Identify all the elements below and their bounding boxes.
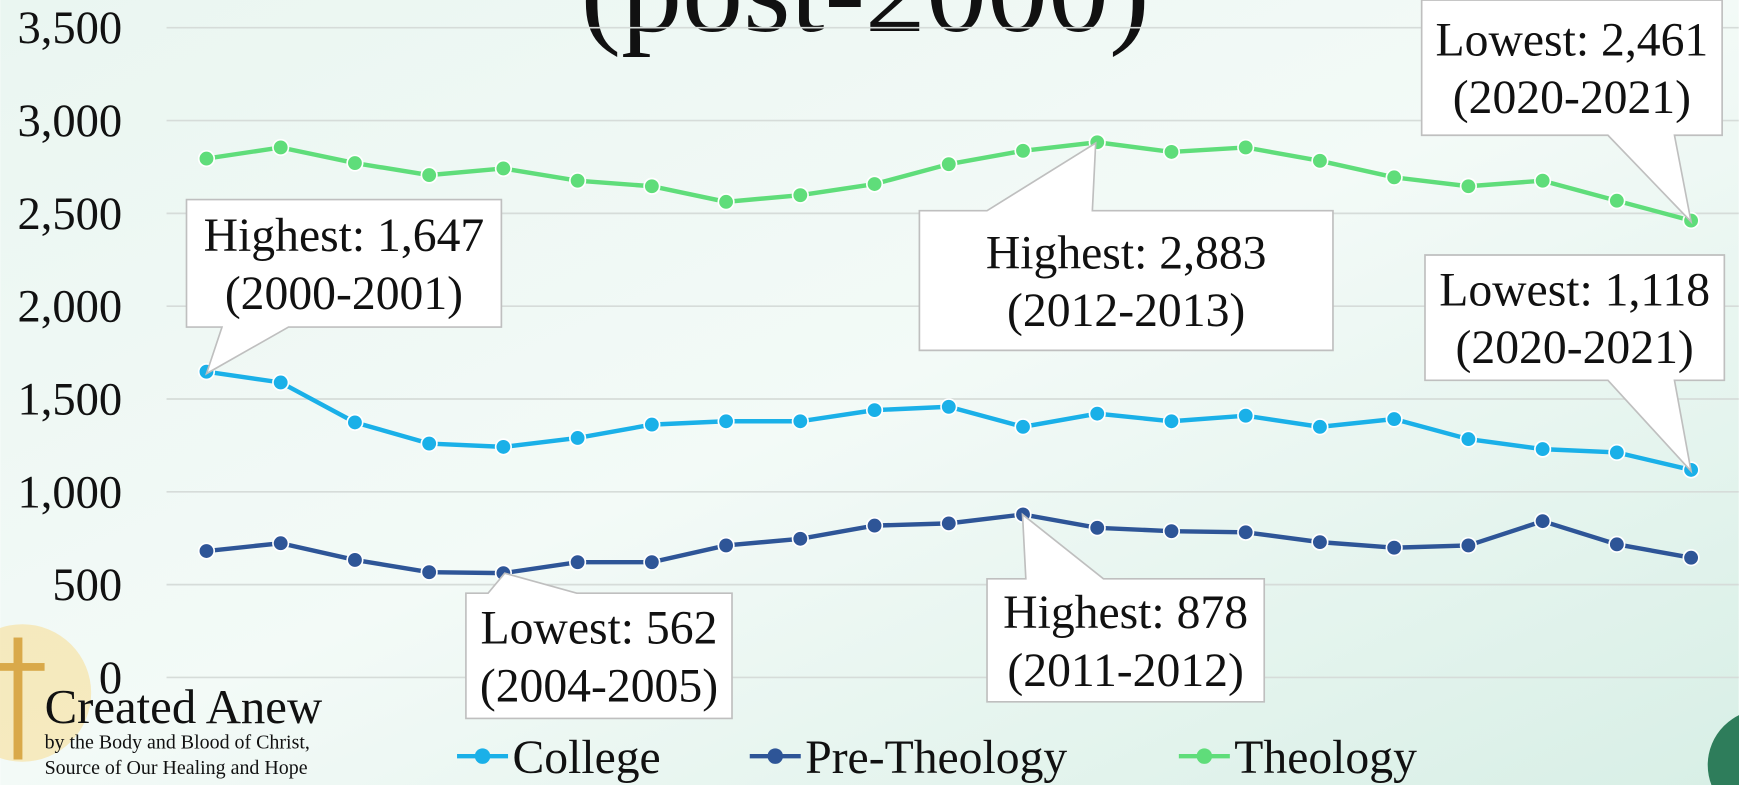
data-point (717, 536, 735, 555)
callout-text: Highest: 2,883 (986, 227, 1267, 279)
data-point (197, 150, 216, 168)
callout-box (918, 141, 1334, 352)
data-point (1385, 539, 1403, 557)
y-tick-label: 2,500 (17, 189, 122, 240)
data-point (1237, 407, 1255, 425)
callout-box (986, 512, 1266, 703)
data-point (1608, 443, 1626, 462)
data-point (346, 551, 364, 569)
legend-label: College (512, 732, 660, 784)
data-point (717, 412, 735, 430)
data-point (272, 534, 290, 552)
data-point (272, 138, 290, 157)
data-point (1014, 418, 1032, 436)
data-point (1311, 533, 1329, 551)
data-point (643, 416, 661, 434)
callout-text: (2012-2013) (1007, 285, 1245, 337)
data-point (791, 412, 809, 430)
data-point (1682, 549, 1700, 567)
logo-cross (0, 663, 45, 671)
data-point (569, 429, 587, 447)
data-point (420, 434, 438, 453)
data-point (940, 398, 958, 416)
legend-marker (1196, 748, 1213, 764)
data-point (1459, 430, 1477, 448)
callout-text: Highest: 878 (1003, 587, 1248, 639)
data-point (865, 517, 884, 535)
data-point (643, 553, 661, 571)
data-point (494, 438, 512, 456)
data-point (420, 563, 438, 581)
data-point (1534, 440, 1552, 458)
data-point (865, 401, 884, 419)
data-point (494, 159, 512, 178)
data-point (791, 530, 809, 548)
data-point (346, 413, 364, 431)
data-point (1534, 172, 1552, 190)
y-tick-label: 500 (52, 560, 122, 611)
data-point (1014, 142, 1032, 160)
data-point (643, 177, 661, 195)
callout-text: (2004-2005) (480, 660, 718, 712)
data-point (1237, 523, 1255, 541)
data-point (1385, 410, 1403, 428)
callout-text: Lowest: 1,118 (1439, 264, 1710, 316)
data-point (791, 186, 809, 204)
logo-tagline: Source of Our Healing and Hope (45, 757, 308, 779)
data-point (1088, 519, 1106, 537)
data-point (717, 193, 735, 211)
data-point (1088, 405, 1106, 423)
legend-marker (474, 748, 491, 764)
data-point (272, 373, 290, 392)
data-point (940, 155, 958, 173)
callout-box (1424, 254, 1726, 474)
data-point (569, 553, 587, 571)
data-point (1162, 412, 1181, 430)
callout-box (465, 572, 733, 720)
data-point (569, 172, 587, 190)
chart-title: (post-2000) (581, 0, 1150, 58)
data-point (1385, 168, 1403, 186)
data-point (420, 166, 438, 184)
y-tick-label: 1,000 (17, 467, 122, 518)
logo-tagline: by the Body and Blood of Christ, (45, 731, 310, 753)
corner-logo (1707, 715, 1739, 785)
callout-box (1420, 0, 1723, 225)
data-point (1534, 512, 1552, 530)
legend-marker (767, 748, 784, 764)
callout-text: (2011-2012) (1007, 645, 1243, 697)
logo-cross (13, 637, 23, 760)
data-point (197, 542, 216, 560)
callout-box (185, 198, 503, 376)
data-point (865, 175, 884, 193)
logo-name: Created Anew (45, 680, 323, 734)
legend-label: Pre-Theology (805, 732, 1067, 784)
y-tick-label: 0 (99, 653, 122, 704)
data-point (1459, 177, 1477, 195)
logo-sun (0, 624, 92, 762)
y-tick-label: 3,500 (17, 3, 122, 54)
data-point (1608, 535, 1626, 553)
data-point (940, 514, 958, 532)
data-point (1459, 536, 1477, 555)
data-point (346, 154, 364, 172)
y-tick-label: 3,000 (17, 96, 122, 147)
data-point (1608, 192, 1626, 210)
data-point (1162, 143, 1181, 161)
data-point (1311, 418, 1329, 436)
callout-text: Highest: 1,647 (204, 210, 485, 262)
data-point (1162, 522, 1181, 540)
callout-text: Lowest: 562 (480, 603, 717, 655)
y-tick-label: 2,000 (17, 282, 122, 333)
callout-text: (2020-2021) (1453, 72, 1691, 124)
logo: Created Anew by the Body and Blood of Ch… (0, 624, 322, 779)
callout-text: Lowest: 2,461 (1436, 14, 1709, 66)
data-point (1311, 152, 1329, 170)
callout-text: (2000-2001) (225, 268, 463, 320)
y-tick-label: 1,500 (17, 375, 122, 426)
legend-label: Theology (1234, 732, 1417, 784)
data-point (1237, 138, 1255, 157)
callout-text: (2020-2021) (1456, 322, 1694, 374)
